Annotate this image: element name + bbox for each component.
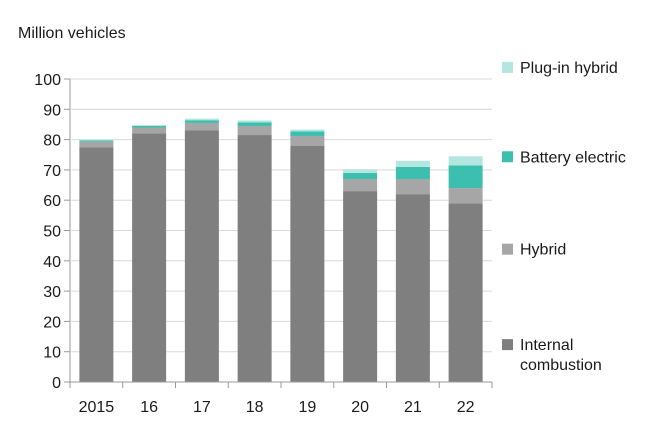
y-tick-label: 40 xyxy=(43,254,61,271)
x-tick-label: 17 xyxy=(193,399,211,416)
bar-segment xyxy=(184,130,219,382)
x-tick-label: 2015 xyxy=(79,399,115,416)
y-tick-label: 60 xyxy=(43,193,61,210)
legend-label: Plug-in hybrid xyxy=(520,60,618,77)
bar-segment xyxy=(132,125,167,128)
bar-segment xyxy=(79,139,114,141)
bar-segment xyxy=(237,120,272,123)
bar-segment xyxy=(343,178,378,192)
bar-segment xyxy=(448,165,483,189)
x-tick-label: 20 xyxy=(351,399,369,416)
bar-segment xyxy=(290,129,325,132)
legend-label: combustion xyxy=(520,357,602,374)
legend-swatch xyxy=(502,151,513,163)
legend-swatch xyxy=(502,61,513,73)
bar-segment xyxy=(132,133,167,382)
x-tick-label: 16 xyxy=(140,399,158,416)
y-tick-label: 0 xyxy=(52,375,61,392)
y-tick-label: 10 xyxy=(43,345,61,362)
bars xyxy=(79,118,483,382)
x-tick-label: 21 xyxy=(404,399,422,416)
bar-segment xyxy=(343,191,378,382)
bar-segment xyxy=(395,194,430,382)
bar-segment xyxy=(395,178,430,195)
bar-segment xyxy=(290,131,325,136)
y-tick-label: 100 xyxy=(34,72,61,89)
bar-segment xyxy=(237,125,272,136)
y-axis-title: Million vehicles xyxy=(18,25,126,42)
y-tick-label: 30 xyxy=(43,284,61,301)
x-axis: 2015 16 17 18 19 20 21 22 xyxy=(69,381,493,416)
bar-segment xyxy=(343,169,378,173)
y-tick-label: 80 xyxy=(43,133,61,150)
bar-segment xyxy=(290,135,325,146)
legend-label: Internal xyxy=(520,337,573,354)
bar-segment xyxy=(237,135,272,382)
bar-segment xyxy=(79,141,114,148)
legend-label: Hybrid xyxy=(520,242,566,259)
y-tick-label: 50 xyxy=(43,224,61,241)
legend-label: Battery electric xyxy=(520,149,626,166)
bar-segment xyxy=(448,156,483,166)
y-tick-label: 20 xyxy=(43,314,61,331)
bar-segment xyxy=(132,127,167,134)
legend-swatch xyxy=(502,339,513,351)
bar-segment xyxy=(184,120,219,123)
bar-segment xyxy=(448,203,483,382)
bar-segment xyxy=(184,118,219,121)
bar-segment xyxy=(448,188,483,204)
x-tick-label: 22 xyxy=(457,399,475,416)
x-tick-label: 19 xyxy=(298,399,316,416)
bar-segment xyxy=(79,140,114,142)
bar-segment xyxy=(290,145,325,382)
legend: Plug-in hybrid Battery electric Hybrid Inte… xyxy=(502,60,626,374)
bar-segment xyxy=(237,122,272,126)
bar-segment xyxy=(343,172,378,179)
bar-segment xyxy=(395,160,430,167)
bar-segment xyxy=(395,166,430,179)
y-tick-label: 70 xyxy=(43,163,61,180)
bar-segment xyxy=(132,125,167,126)
bar-segment xyxy=(184,122,219,131)
legend-swatch xyxy=(502,243,513,255)
y-tick-label: 90 xyxy=(43,102,61,119)
bar-segment xyxy=(79,147,114,382)
x-tick-label: 18 xyxy=(246,399,264,416)
